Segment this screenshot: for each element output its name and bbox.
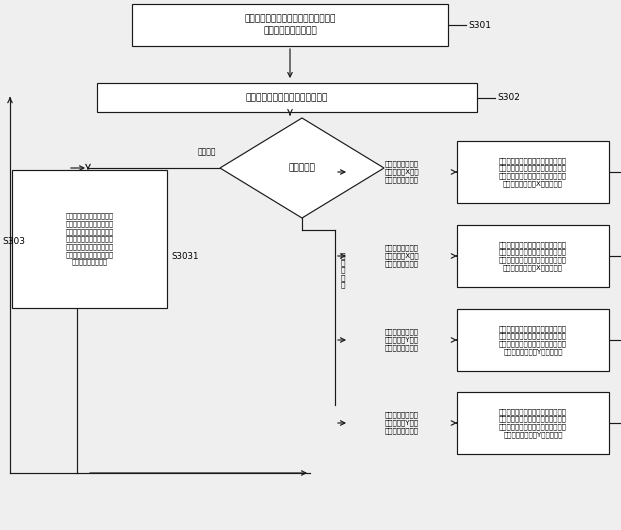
Polygon shape	[220, 118, 384, 218]
Text: 电磁信号强的方位
位于或临近Y轴的
负半轴的轴向方向: 电磁信号强的方位 位于或临近Y轴的 负半轴的轴向方向	[384, 412, 419, 435]
Text: 均匀分布？: 均匀分布？	[289, 163, 315, 172]
Text: 启用第二个天线，并调整第二个天线
与基准天线之间的相位差，使通过基
准天线和第二个天线形成的方向图的
最大辐射方向指向X轴的负方向: 启用第二个天线，并调整第二个天线 与基准天线之间的相位差，使通过基 准天线和第二…	[499, 241, 567, 271]
Text: 启用第二个天线（或第三个
天线）配合基准天线收发电
磁信号，并调整第二个天线
（或第三个天线）与基准天
线之间的相位差为零，使基
准天线和第二个天线（或第
三个: 启用第二个天线（或第三个 天线）配合基准天线收发电 磁信号，并调整第二个天线 （…	[65, 213, 114, 266]
FancyBboxPatch shape	[457, 225, 609, 287]
FancyBboxPatch shape	[457, 309, 609, 371]
Text: S3031: S3031	[171, 252, 199, 261]
Text: 启用第三个天线，并调整第三个天线
与基准天线之间的相位差，使通过基
准天线和第三个天线形成的方向图的
最大辐射方向指向Y轴的正方向: 启用第三个天线，并调整第三个天线 与基准天线之间的相位差，使通过基 准天线和第三…	[499, 325, 567, 355]
Text: 均匀分布: 均匀分布	[197, 147, 216, 156]
Text: 启用第二个天线，并调整第二个天线
与基准天线之间的相位差，使通过基
准天线和第二个天线形成的方向图的
最大辐射方向指向X轴的正方向: 启用第二个天线，并调整第二个天线 与基准天线之间的相位差，使通过基 准天线和第二…	[499, 157, 567, 187]
FancyBboxPatch shape	[457, 141, 609, 203]
Text: 电磁信号强的方位
位于或临近X轴的
正半轴的轴向方向: 电磁信号强的方位 位于或临近X轴的 正半轴的轴向方向	[384, 161, 419, 183]
FancyBboxPatch shape	[132, 4, 448, 46]
FancyBboxPatch shape	[457, 392, 609, 454]
Text: 将基准天线、第二个天线和第三个天线
的相位调整到初始相位: 将基准天线、第二个天线和第三个天线 的相位调整到初始相位	[244, 15, 336, 35]
Text: S303: S303	[2, 237, 25, 246]
Text: 电磁信号强的方位
位于或临近Y轴的
正半轴的轴向方向: 电磁信号强的方位 位于或临近Y轴的 正半轴的轴向方向	[384, 329, 419, 351]
Text: S302: S302	[497, 93, 520, 102]
Text: 非
均
匀
分
布: 非 均 匀 分 布	[341, 252, 345, 288]
FancyBboxPatch shape	[12, 170, 167, 308]
Text: 启用第三个天线，并调整第三个天线
与基准天线之间的相位差，使通过基
准天线和第三个天线形成的方向图的
最大辐射方向指向Y轴的负方向: 启用第三个天线，并调整第三个天线 与基准天线之间的相位差，使通过基 准天线和第三…	[499, 408, 567, 438]
FancyBboxPatch shape	[97, 83, 477, 112]
Text: 电磁信号强的方位
位于或临近X轴的
负半轴的轴向方向: 电磁信号强的方位 位于或临近X轴的 负半轴的轴向方向	[384, 244, 419, 268]
Text: 确定电磁信号在空间中的强弱分布: 确定电磁信号在空间中的强弱分布	[246, 93, 329, 102]
Text: S301: S301	[468, 21, 491, 30]
